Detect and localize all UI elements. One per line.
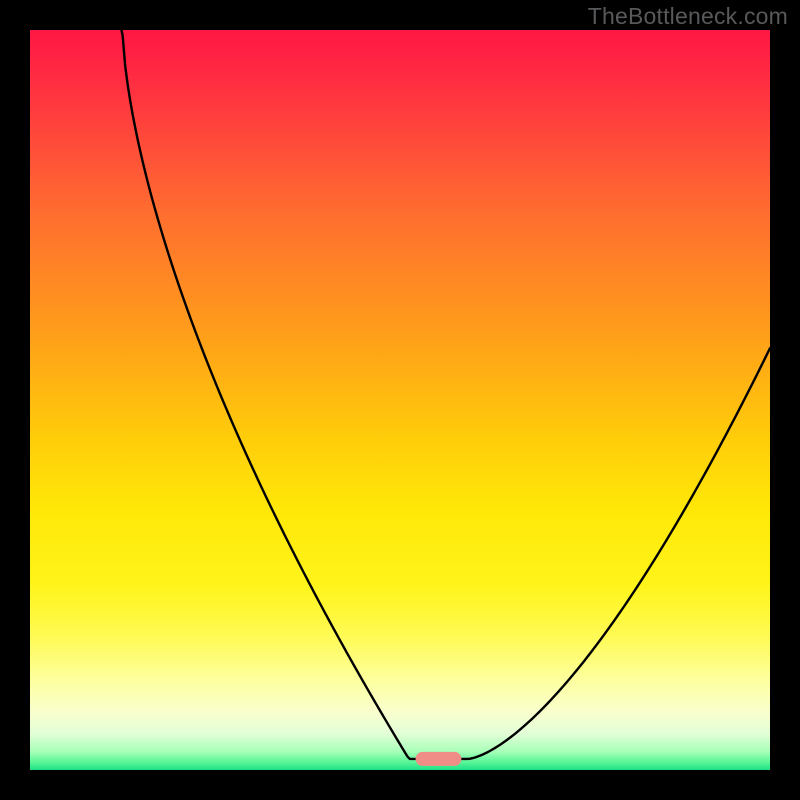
- bottleneck-chart: [0, 0, 800, 800]
- plot-background: [30, 30, 770, 770]
- optimal-indicator-pill: [416, 752, 462, 766]
- watermark-text: TheBottleneck.com: [588, 3, 788, 30]
